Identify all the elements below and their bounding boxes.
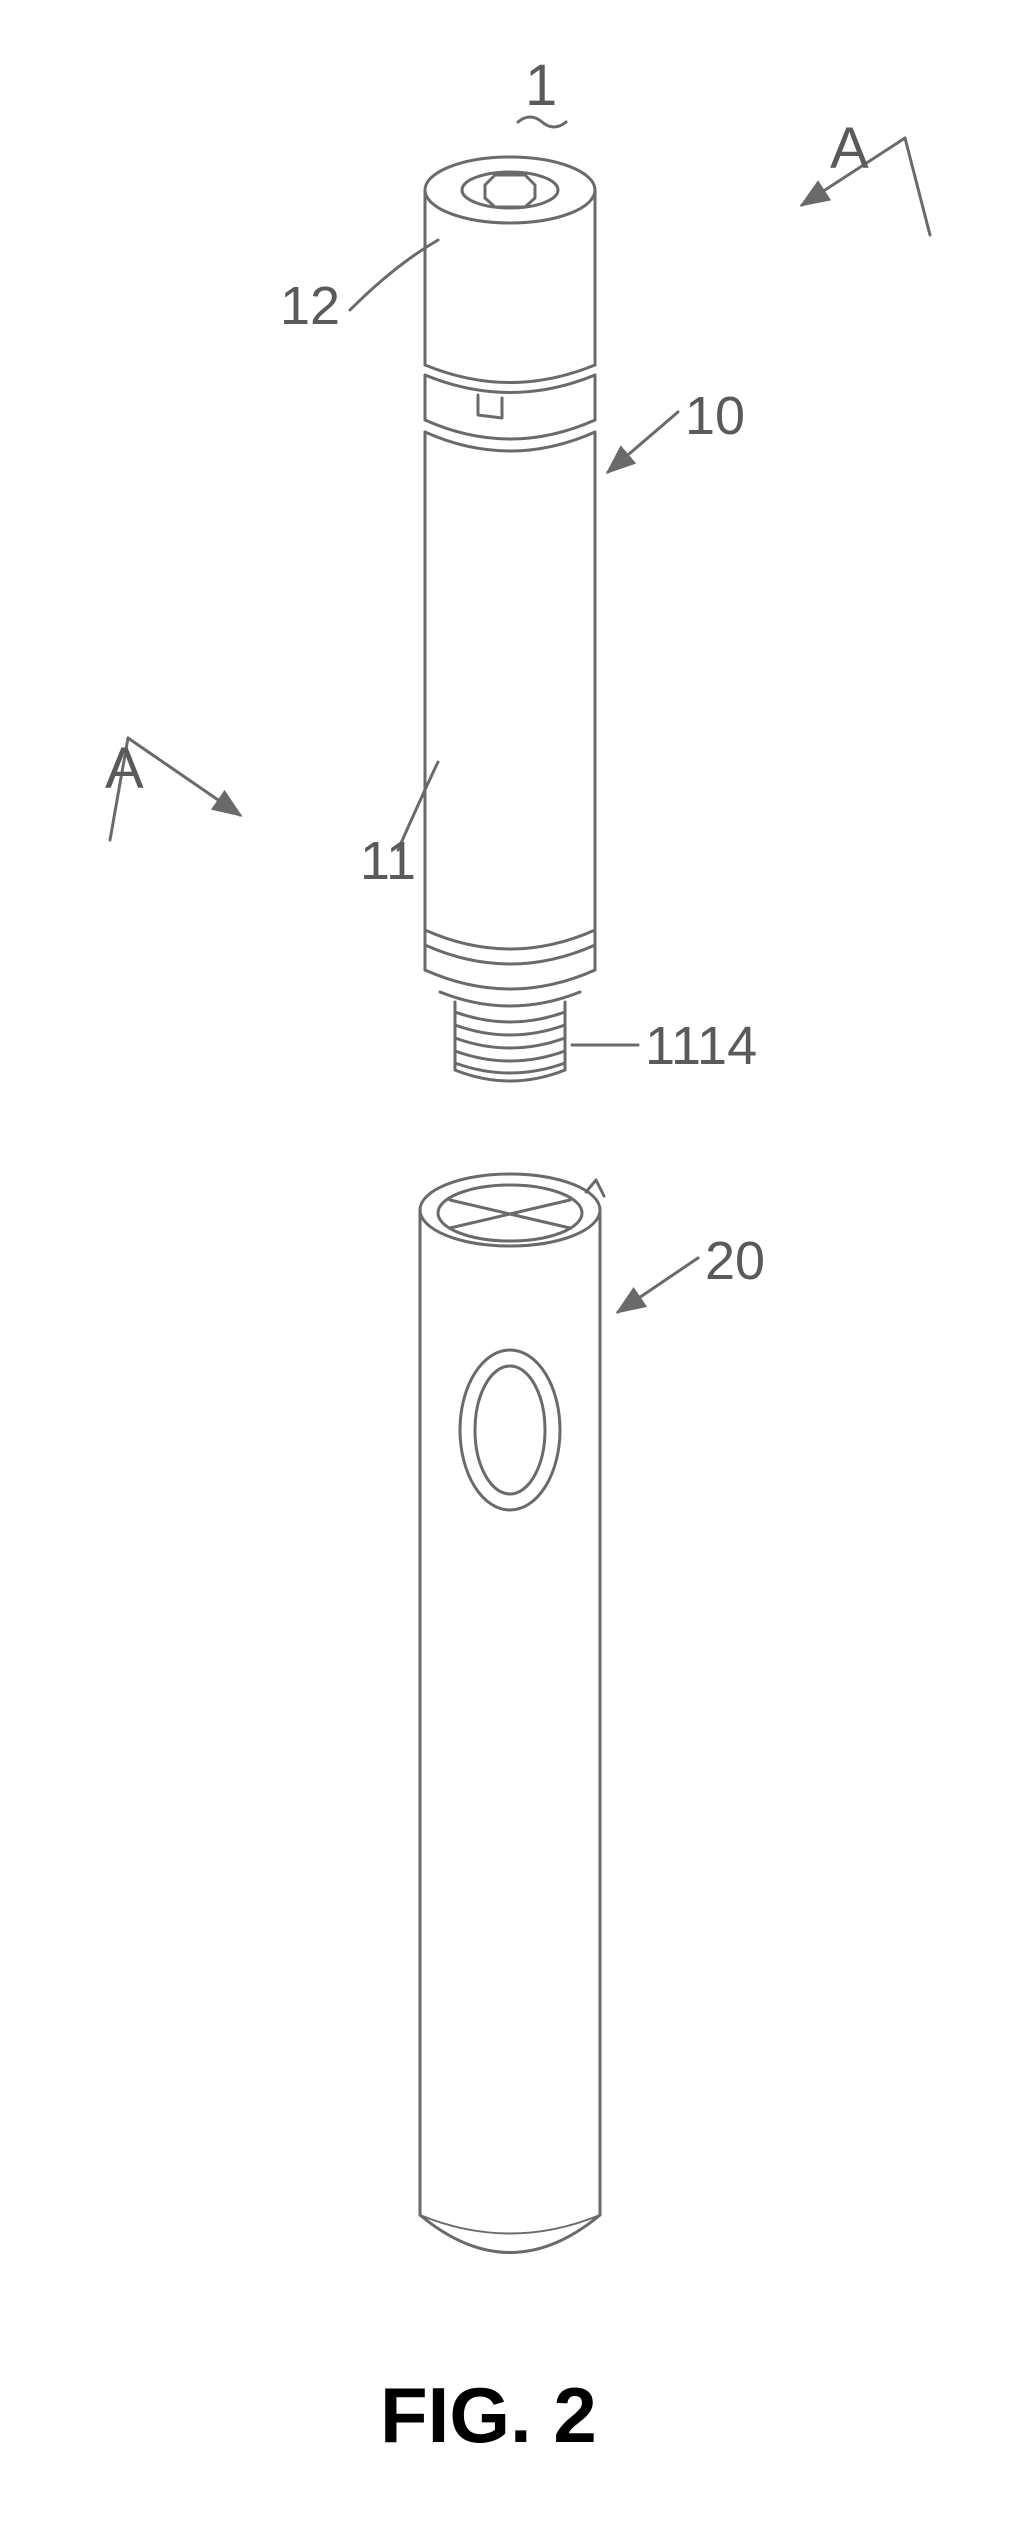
figure-page: 1 A A 12 10 11 1114 20 FIG. 2 bbox=[0, 0, 1022, 2523]
section-mark-a-tr: A bbox=[830, 115, 869, 182]
section-mark-a-bl: A bbox=[105, 735, 144, 802]
ref-10: 10 bbox=[685, 385, 745, 447]
patent-drawing bbox=[0, 0, 1022, 2523]
ref-20: 20 bbox=[705, 1230, 765, 1292]
ref-assembly-1: 1 bbox=[525, 52, 557, 119]
figure-caption: FIG. 2 bbox=[380, 2370, 597, 2461]
ref-12: 12 bbox=[280, 275, 340, 337]
ref-11: 11 bbox=[360, 830, 416, 892]
ref-1114: 1114 bbox=[645, 1015, 757, 1077]
